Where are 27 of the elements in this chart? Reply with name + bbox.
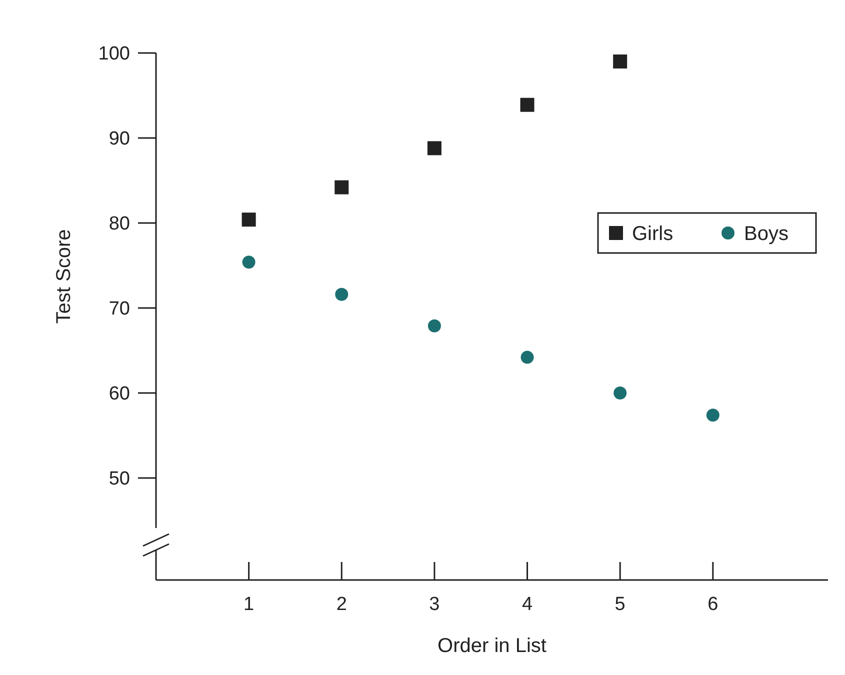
legend-label: Girls bbox=[632, 223, 674, 245]
x-tick-label: 5 bbox=[614, 594, 626, 615]
point bbox=[335, 288, 348, 301]
point bbox=[242, 256, 256, 269]
y-tick-label: 70 bbox=[108, 298, 130, 320]
point bbox=[334, 180, 349, 194]
y-tick-label: 80 bbox=[108, 214, 130, 235]
y-tick-label: 60 bbox=[108, 384, 130, 405]
y-tick-label: 100 bbox=[98, 44, 130, 65]
point bbox=[428, 319, 441, 332]
x-tick-label: 2 bbox=[336, 594, 347, 615]
point bbox=[427, 141, 442, 156]
point bbox=[242, 212, 256, 227]
x-tick-label: 1 bbox=[244, 594, 254, 615]
point bbox=[613, 54, 628, 68]
point bbox=[520, 98, 534, 112]
x-tick-label: 6 bbox=[708, 594, 718, 615]
point bbox=[614, 386, 627, 400]
x-tick-label: 3 bbox=[429, 594, 440, 615]
x-tick-label: 4 bbox=[522, 594, 533, 615]
y-axis-title: Test Score bbox=[53, 229, 75, 324]
point bbox=[706, 408, 720, 422]
y-tick-label: 50 bbox=[108, 468, 130, 490]
y-tick-label: 90 bbox=[108, 128, 130, 150]
x-axis-title: Order in List bbox=[438, 635, 547, 657]
point bbox=[520, 350, 534, 364]
legend-label: Boys bbox=[744, 223, 788, 245]
